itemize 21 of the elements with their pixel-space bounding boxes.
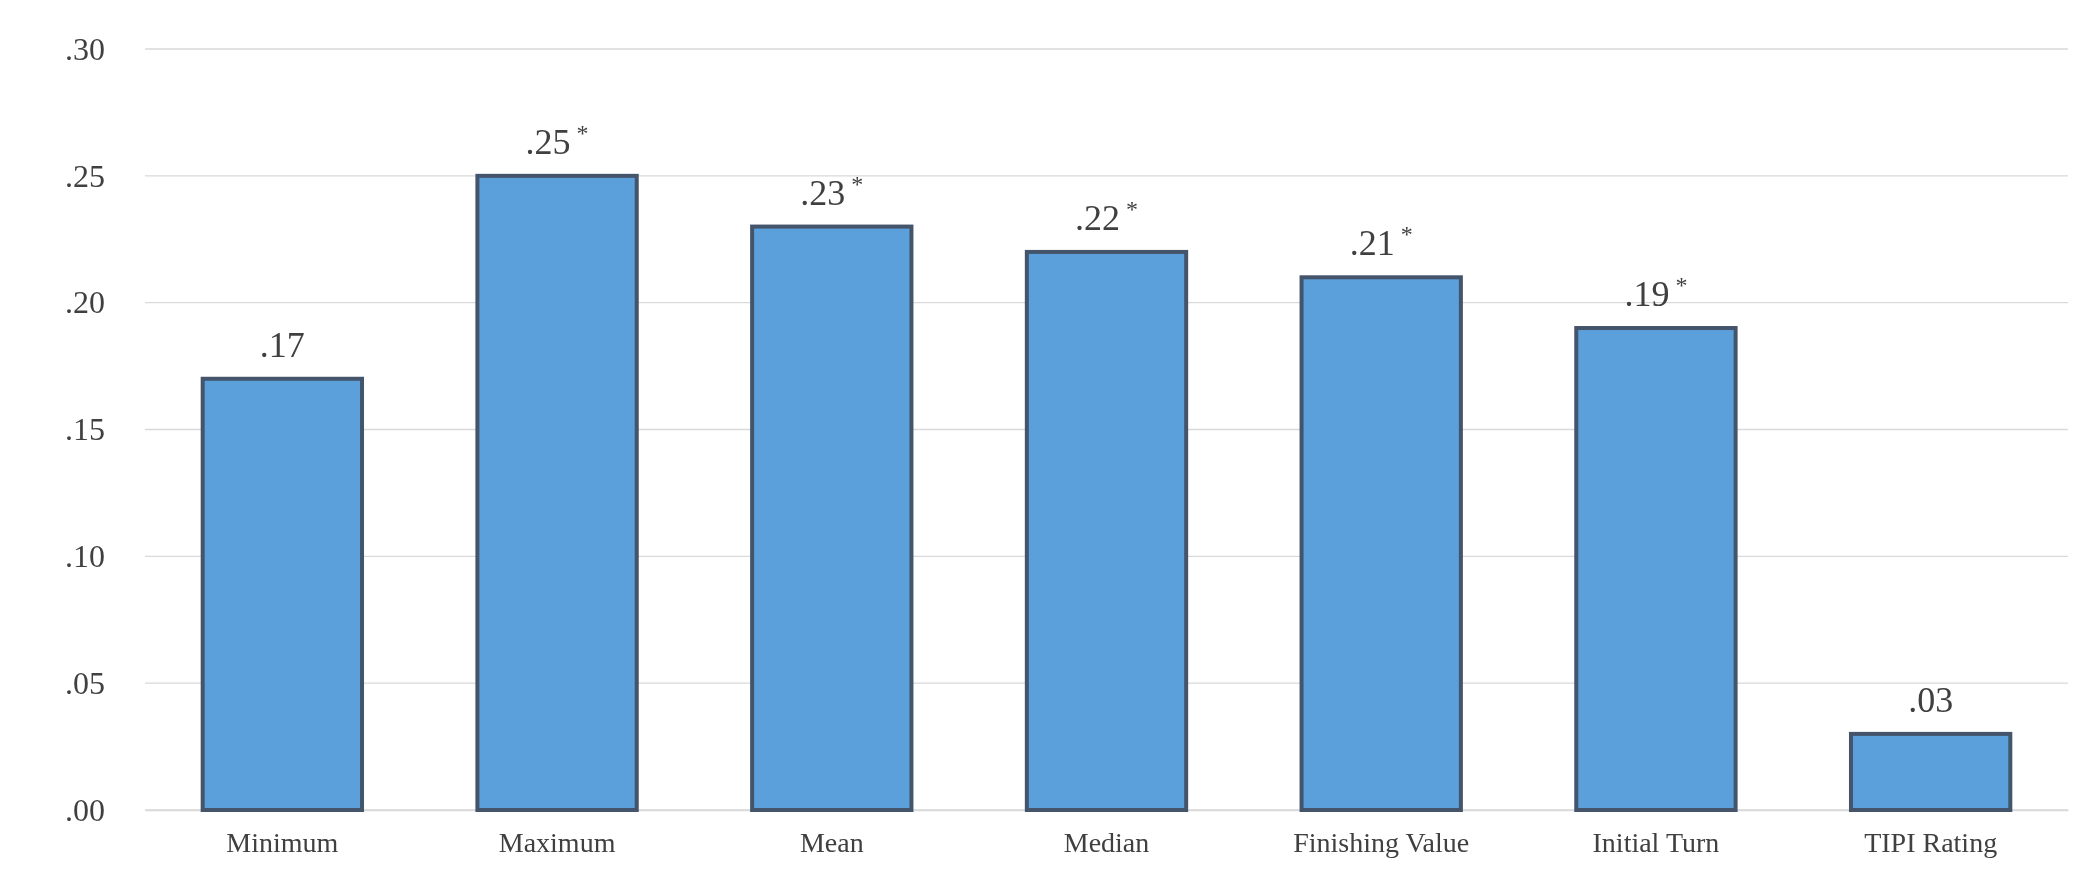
x-tick-label: TIPI Rating [1864,826,1998,858]
data-label: .23$^{*}$ [800,170,864,213]
data-label: .19$^{*}$ [1624,272,1688,315]
x-tick-label: Maximum [498,826,616,858]
y-tick-label: .15 [65,411,105,448]
data-label: .17 [259,324,305,365]
data-label: .22$^{*}$ [1075,195,1138,238]
x-tick-label: Finishing Value [1293,826,1470,858]
x-tick-label: Median [1063,826,1150,858]
data-label: .03 [1908,679,1954,720]
x-tick-label: Mean [799,826,864,858]
data-label: .21$^{*}$ [1349,221,1413,264]
y-tick-label: .10 [65,538,105,575]
x-tick-label: Minimum [226,826,339,858]
y-tick-label: .20 [65,284,105,321]
y-tick-label: .05 [65,664,105,701]
y-tick-label: .00 [65,791,105,828]
y-tick-label: .30 [65,30,105,67]
data-label: .25$^{*}$ [525,119,589,162]
y-tick-label: .25 [65,157,105,194]
x-tick-label: Initial Turn [1592,826,1720,858]
